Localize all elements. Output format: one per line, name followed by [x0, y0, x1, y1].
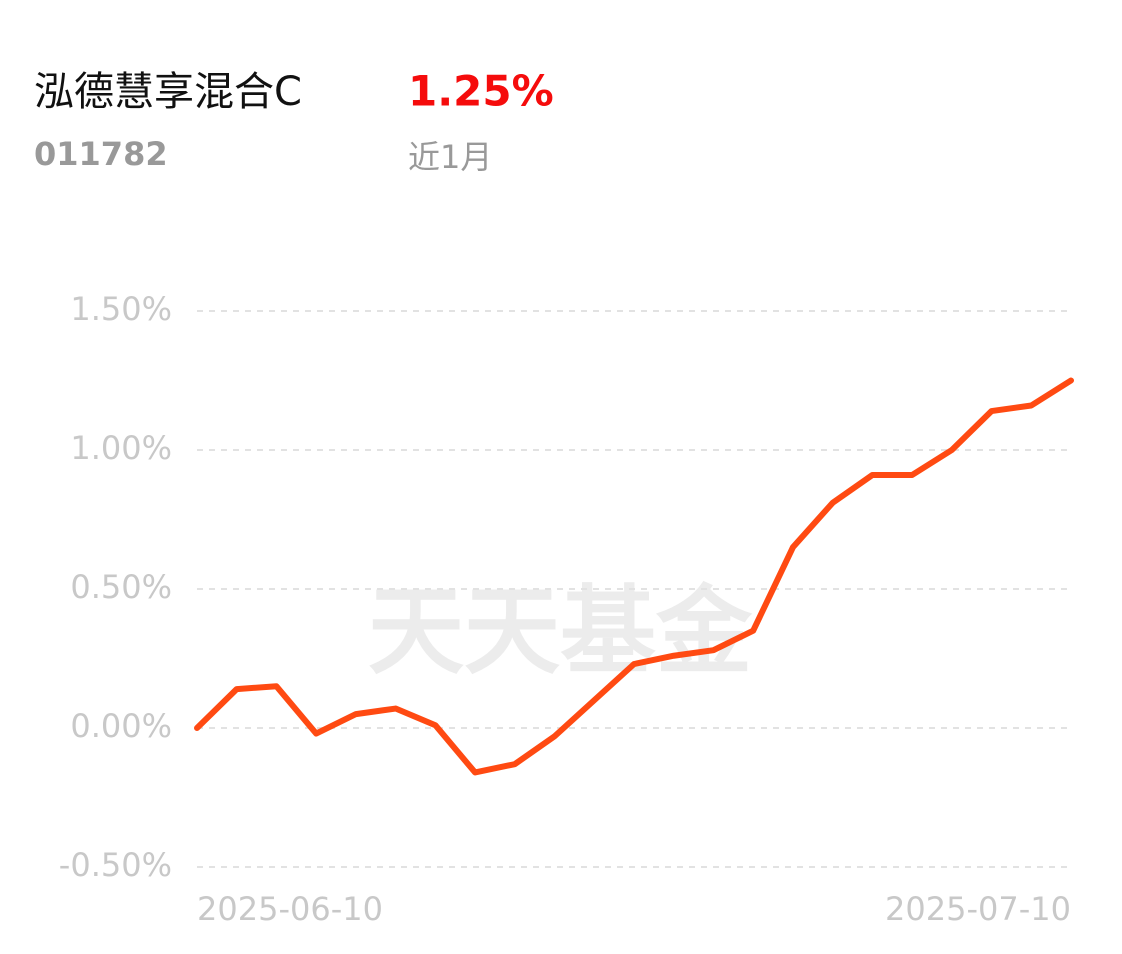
watermark: 天天基金 [368, 575, 753, 687]
fund-code: 011782 [34, 135, 168, 173]
y-tick-label: 1.00% [70, 429, 172, 467]
y-tick-label: -0.50% [59, 846, 172, 884]
x-tick-label: 2025-07-10 [885, 890, 1071, 928]
period: 近1月 [408, 138, 492, 176]
x-tick-label: 2025-06-10 [197, 890, 383, 928]
y-tick-label: 0.50% [70, 568, 172, 606]
line-series [194, 377, 1074, 776]
y-tick-label: 0.00% [70, 707, 172, 745]
fund-title: 泓德慧享混合C [34, 69, 302, 115]
y-tick-label: 1.50% [70, 290, 172, 328]
fund-return: 1.25% [408, 67, 554, 116]
